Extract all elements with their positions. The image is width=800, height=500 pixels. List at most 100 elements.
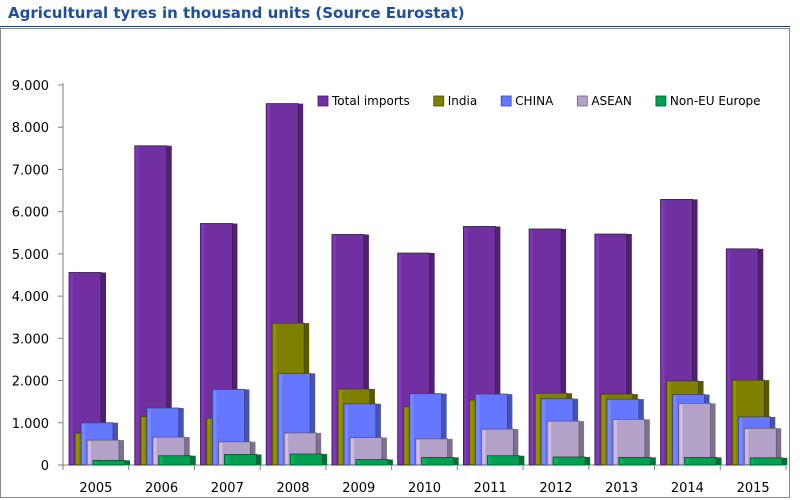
bar-highlight [153, 438, 157, 464]
x-tick-label: 2012 [539, 481, 572, 496]
y-tick-label: 0 [41, 459, 49, 474]
bar-non-eu-europe [355, 459, 393, 466]
bar-highlight [338, 390, 342, 464]
legend-swatch [317, 95, 329, 107]
bar-side [190, 455, 196, 465]
legend-label: CHINA [515, 94, 554, 108]
bar-highlight [464, 227, 468, 464]
legend-label: Non-EU Europe [670, 94, 761, 108]
y-tick-label: 1.000 [12, 417, 49, 432]
bar-side [119, 440, 124, 465]
bar-asean [678, 402, 716, 466]
bar-non-eu-europe [289, 453, 328, 466]
legend-item-india: India [433, 94, 477, 108]
bar-highlight [82, 423, 85, 464]
x-tick-label: 2005 [79, 481, 112, 496]
bar-front [749, 457, 783, 466]
bar-highlight [332, 235, 336, 464]
bar-front [92, 459, 126, 466]
bar-highlight [159, 456, 163, 464]
bar-side [650, 457, 656, 465]
bar-highlight [470, 400, 474, 464]
bar-side [125, 460, 130, 465]
legend-swatch [655, 95, 667, 107]
chart-legend: Total imports India CHINA ASEAN Non-EU Europ… [317, 94, 761, 108]
bar-front [224, 454, 257, 466]
y-tick-label: 2.000 [12, 375, 49, 390]
bar-highlight [404, 407, 408, 464]
bar-highlight [147, 409, 151, 464]
bar-side [716, 457, 722, 465]
x-tick-label: 2009 [342, 481, 375, 496]
bar-highlight [679, 404, 683, 464]
bar-highlight [135, 146, 139, 465]
legend-label: Total imports [331, 94, 410, 108]
bar-front [684, 456, 717, 466]
bar-highlight [279, 374, 283, 464]
bar-highlight [207, 419, 211, 464]
bar-highlight [739, 417, 743, 464]
bar-highlight [422, 458, 426, 464]
bar-front [421, 456, 455, 466]
x-tick-label: 2010 [408, 481, 441, 496]
bar-highlight [536, 394, 540, 464]
bar-highlight [219, 442, 223, 464]
bar-highlight [213, 390, 217, 464]
x-tick-label: 2011 [474, 481, 507, 496]
x-tick-label: 2015 [737, 481, 770, 496]
legend-item-total-imports: Total imports [317, 94, 410, 108]
bar-front [289, 453, 323, 466]
bar-side [710, 403, 716, 465]
legend-item-asean: ASEAN [576, 94, 632, 108]
title-divider [0, 26, 790, 27]
bar-side [322, 454, 328, 465]
y-tick-label: 9.000 [12, 79, 49, 94]
bar-non-eu-europe [486, 455, 525, 466]
x-tick-label: 2007 [211, 481, 244, 496]
bar-highlight [595, 235, 599, 464]
bar-highlight [350, 438, 354, 464]
bar-non-eu-europe [552, 456, 591, 466]
bar-non-eu-europe [749, 457, 788, 466]
bar-highlight [601, 395, 605, 464]
bar-highlight [398, 254, 402, 464]
page-title: Agricultural tyres in thousand units (So… [8, 4, 465, 22]
bar-highlight [88, 441, 91, 464]
legend-swatch [500, 95, 512, 107]
bar-side [579, 421, 585, 465]
y-tick-label: 3.000 [12, 332, 49, 347]
bar-side [644, 419, 650, 465]
bar-highlight [530, 229, 534, 464]
bar-highlight [607, 400, 611, 464]
bar-front [552, 456, 586, 466]
bar-highlight [76, 433, 79, 464]
bar-non-eu-europe [421, 456, 459, 466]
bar-total-imports [660, 199, 698, 466]
bar-highlight [727, 249, 731, 464]
bar-side [585, 456, 591, 465]
x-tick-label: 2013 [605, 481, 638, 496]
bar-highlight [141, 417, 145, 464]
bar-side [776, 428, 782, 465]
bar-highlight [267, 104, 271, 465]
legend-label: ASEAN [591, 94, 632, 108]
x-tick-label: 2008 [276, 481, 309, 496]
bar-side [453, 457, 459, 465]
bar-highlight [291, 455, 295, 464]
bar-highlight [273, 324, 277, 464]
y-tick-label: 6.000 [12, 206, 49, 221]
x-tick-label: 2014 [671, 481, 704, 496]
chart-axes: 0 1.000 2.000 3.000 4.000 5.000 6.000 7.000 8.00… [12, 79, 787, 496]
bar-side [519, 455, 525, 465]
bar-highlight [667, 381, 671, 464]
bar-highlight [201, 224, 205, 464]
bar-highlight [554, 457, 558, 464]
bar-highlight [685, 458, 689, 464]
y-tick-label: 8.000 [12, 121, 49, 136]
bar-non-eu-europe [92, 459, 130, 466]
bar-highlight [751, 458, 755, 464]
y-tick-label: 5.000 [12, 248, 49, 263]
legend-item-china: CHINA [500, 94, 554, 108]
bar-highlight [482, 430, 486, 464]
bar-side [166, 145, 172, 466]
